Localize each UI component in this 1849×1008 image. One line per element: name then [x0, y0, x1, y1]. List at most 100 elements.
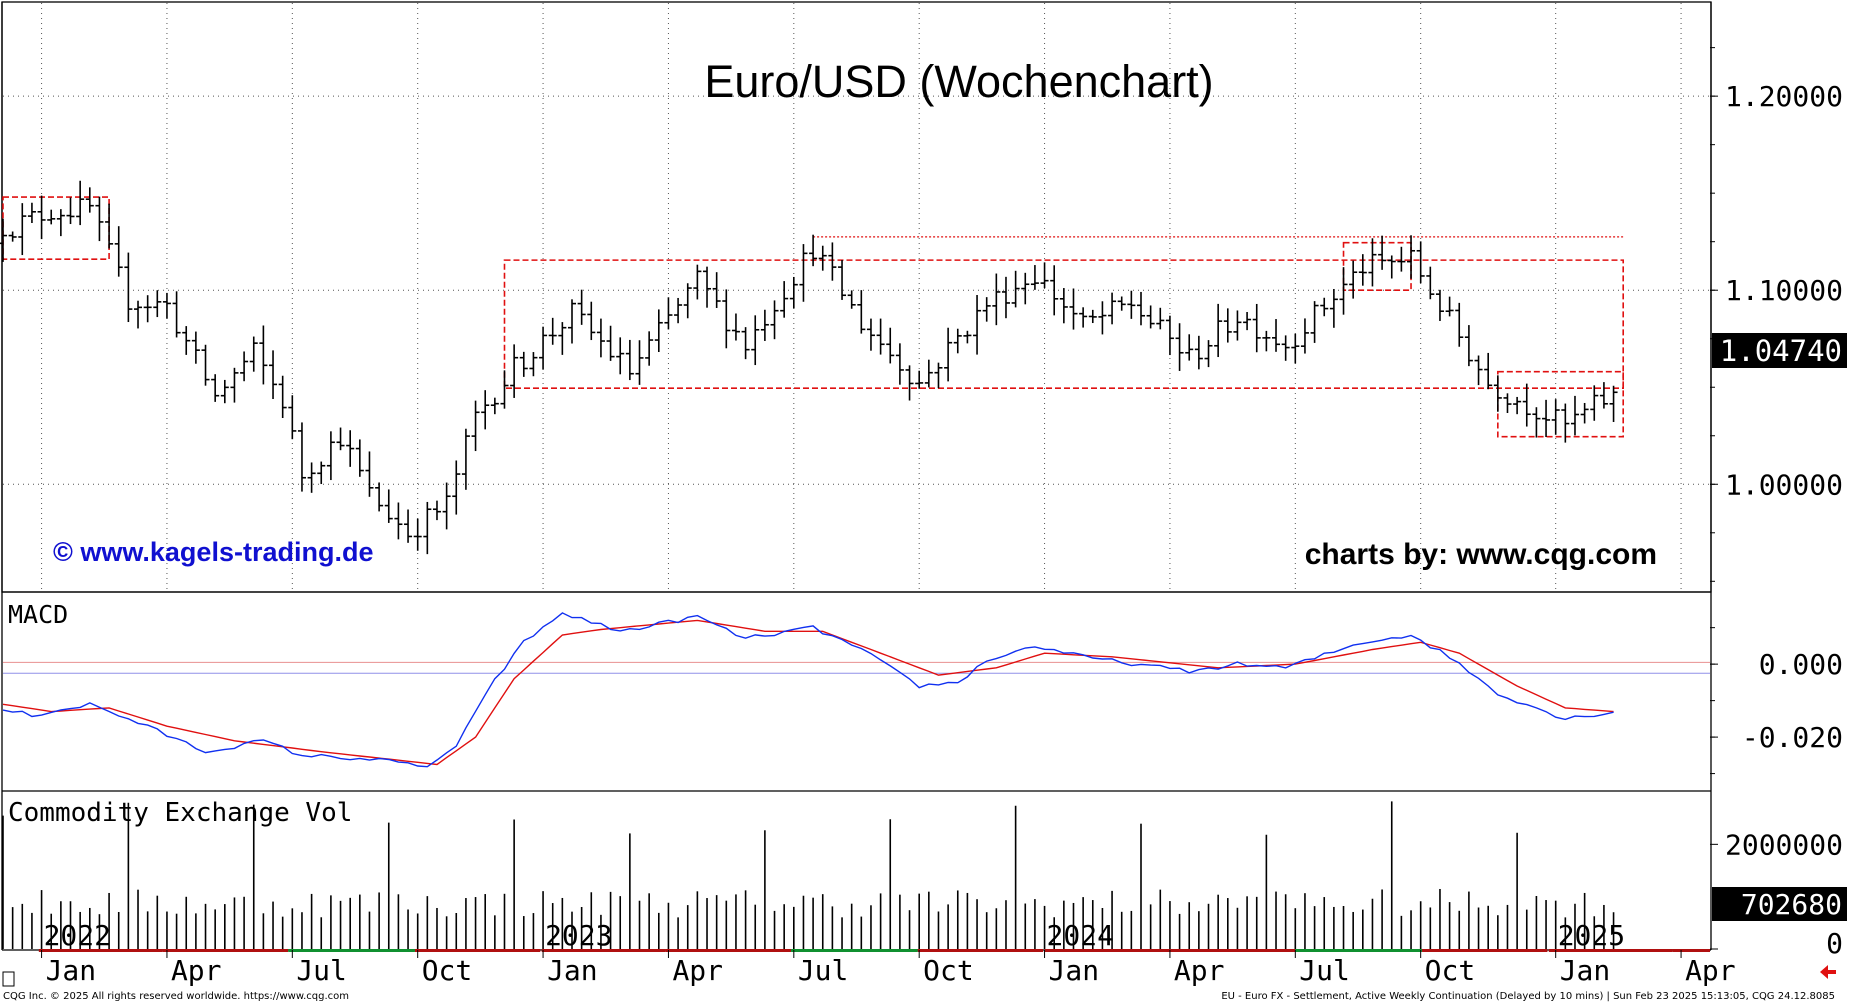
volume-tick-label: 2000000	[1725, 828, 1843, 861]
price-bar	[1001, 276, 1010, 319]
price-bar	[182, 326, 191, 355]
price-bar	[1281, 335, 1290, 361]
last-price-label: 1.04740	[1720, 334, 1842, 368]
price-bar	[1387, 255, 1396, 279]
month-label: Jul	[798, 954, 849, 987]
macd-panel-title: MACD	[8, 600, 68, 629]
price-bar	[1590, 385, 1599, 421]
month-label: Jan	[547, 954, 598, 987]
price-bar	[866, 318, 875, 351]
price-bar	[76, 180, 85, 226]
scroll-right-arrow[interactable]	[1820, 965, 1836, 979]
price-bar	[66, 197, 75, 225]
price-bar	[211, 374, 220, 402]
price-bar	[770, 300, 779, 340]
price-bar	[461, 428, 470, 490]
session-band	[917, 949, 1044, 952]
macd-signal-line	[2, 619, 1614, 766]
price-bar	[240, 351, 249, 382]
price-bar	[934, 362, 943, 389]
price-bar	[500, 370, 509, 409]
price-bar	[838, 260, 847, 300]
price-tick-label: 1.20000	[1725, 80, 1843, 113]
price-bar	[481, 390, 490, 430]
price-bar	[1223, 308, 1232, 343]
price-bar	[18, 203, 27, 256]
price-bar	[1243, 311, 1252, 331]
price-bar	[1137, 291, 1145, 326]
price-bar	[1021, 272, 1030, 305]
price-bar	[269, 350, 278, 400]
price-bar	[1397, 246, 1406, 272]
price-bar	[37, 195, 46, 240]
price-bar	[944, 327, 953, 382]
price-bar	[423, 501, 432, 555]
session-band	[1044, 949, 1170, 952]
price-bar	[992, 273, 1001, 326]
year-label: 2023	[545, 919, 612, 952]
price-bar	[452, 460, 461, 515]
price-bar	[915, 370, 924, 389]
session-band	[414, 949, 541, 952]
session-band	[162, 949, 289, 952]
price-bar	[172, 291, 181, 338]
price-bar	[1185, 334, 1194, 361]
price-bar	[326, 431, 335, 481]
month-label: Apr	[1685, 954, 1736, 987]
footer-instrument-info: EU - Euro FX - Settlement, Active Weekly…	[1221, 991, 1835, 1002]
price-bar	[799, 244, 808, 302]
month-label: Jul	[1299, 954, 1350, 987]
month-label: Jan	[1049, 954, 1100, 987]
session-band	[1295, 949, 1423, 952]
session-band	[665, 949, 792, 952]
price-bar	[760, 309, 769, 341]
price-bar	[1445, 296, 1454, 317]
price-bar	[558, 322, 567, 355]
session-band	[1422, 949, 1548, 952]
price-bar	[1050, 265, 1059, 316]
session-band	[1548, 949, 1673, 952]
price-bar	[162, 292, 171, 319]
price-bar	[809, 234, 818, 267]
price-bar	[365, 451, 374, 497]
price-bar	[780, 281, 789, 318]
price-bar	[924, 359, 933, 388]
range-box	[503, 259, 1625, 390]
price-bar	[346, 430, 355, 467]
price-bar	[1358, 254, 1367, 286]
price-bar	[1513, 396, 1522, 415]
price-bar	[1329, 288, 1338, 328]
price-bar	[413, 518, 422, 551]
macd-tick-label: 0.000	[1759, 648, 1843, 681]
year-label: 2022	[44, 919, 111, 952]
price-bar	[818, 245, 827, 271]
price-bar	[1059, 288, 1068, 324]
session-band	[1672, 949, 1710, 952]
session-band	[38, 949, 163, 952]
price-bar	[963, 330, 972, 344]
price-bar	[490, 397, 499, 415]
price-tick-label: 1.10000	[1725, 274, 1843, 307]
price-bar	[577, 289, 586, 325]
panel-toggle-box[interactable]	[2, 971, 15, 987]
price-bar	[317, 461, 326, 485]
price-bar	[625, 339, 634, 381]
price-bar	[1580, 402, 1589, 424]
price-bar	[1493, 375, 1502, 412]
price-bar	[953, 328, 962, 354]
price-bar	[1310, 301, 1319, 343]
session-band	[1169, 949, 1296, 952]
price-bar	[895, 343, 904, 385]
last-volume-tag: 702680	[1712, 887, 1847, 921]
price-bar	[568, 299, 576, 344]
month-label: Jan	[1560, 954, 1611, 987]
macd-line	[2, 612, 1614, 768]
year-labels: 2022 2023 2024 2025	[44, 919, 1626, 952]
price-bar	[1127, 290, 1136, 319]
price-bar	[1204, 340, 1213, 368]
price-bar	[654, 309, 663, 353]
price-bar	[191, 331, 200, 364]
month-label: Jan	[46, 954, 97, 987]
price-bar	[683, 283, 692, 319]
chart-title: Euro/USD (Wochenchart)	[704, 56, 1213, 107]
